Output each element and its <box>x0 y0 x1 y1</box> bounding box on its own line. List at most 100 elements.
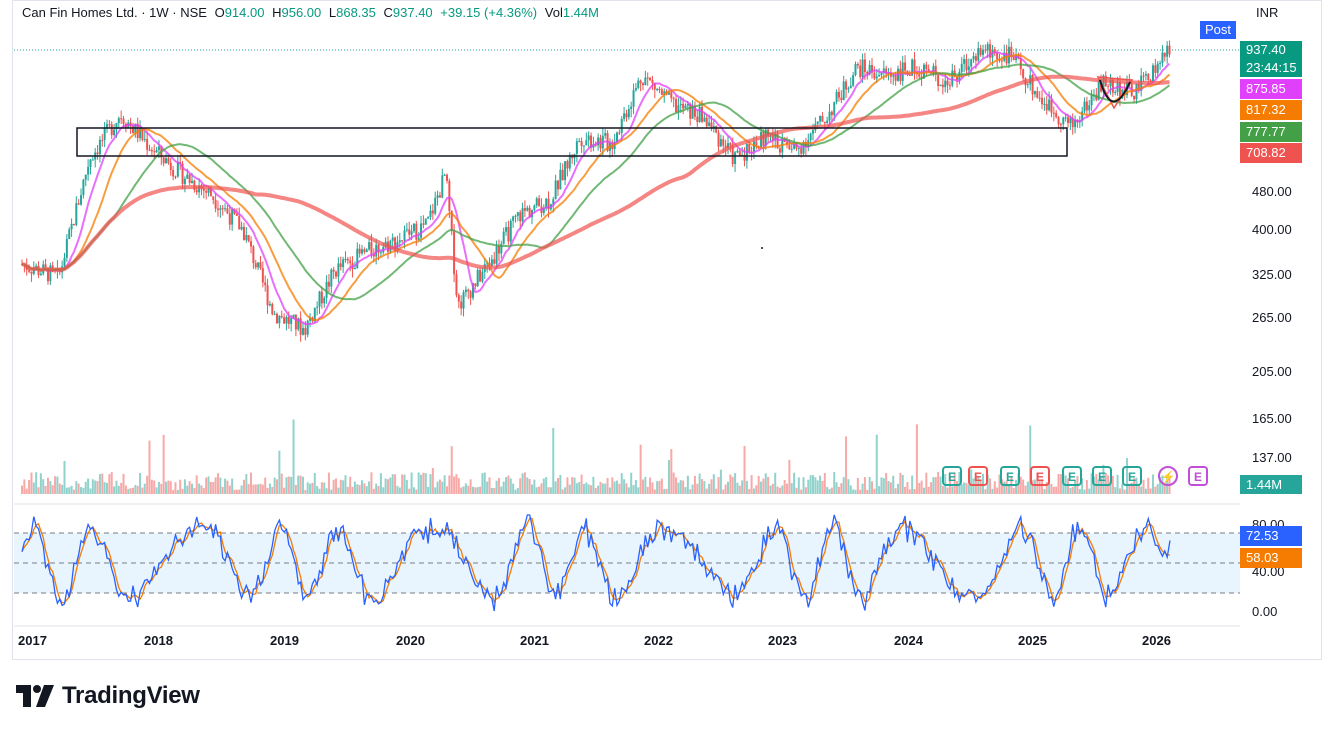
volume-bar <box>420 474 423 494</box>
candle-body <box>1114 91 1117 93</box>
candle-body <box>205 190 208 193</box>
volume-bar <box>637 487 640 494</box>
volume-bar <box>507 475 510 494</box>
candle-body <box>840 97 843 100</box>
volume-bar <box>871 481 874 494</box>
candle-body <box>1159 62 1162 64</box>
volume-bar <box>951 486 954 494</box>
candle-body <box>212 196 215 200</box>
candle-body <box>734 152 737 165</box>
candle-body <box>493 259 496 264</box>
earnings-event-icon[interactable]: E <box>1188 466 1208 486</box>
candle-body <box>1163 52 1166 57</box>
candle-body <box>566 161 569 169</box>
candle-body <box>833 101 836 116</box>
volume-bar <box>906 482 909 494</box>
volume-bar <box>323 482 326 494</box>
candle-body <box>28 269 31 272</box>
volume-bar <box>363 483 366 494</box>
volume-bar <box>30 472 33 494</box>
candle-body <box>684 105 687 109</box>
post-badge[interactable]: Post <box>1200 21 1237 39</box>
candle-body <box>590 135 593 148</box>
volume-bar <box>932 477 935 494</box>
volume-bar <box>141 487 144 494</box>
volume-bar <box>72 489 75 494</box>
candle-body <box>242 226 245 241</box>
currency-selector[interactable]: INR <box>1256 5 1279 20</box>
volume-bar <box>493 488 496 494</box>
volume-bar <box>129 488 132 494</box>
volume-bar <box>405 479 408 494</box>
symbol-title[interactable]: Can Fin Homes Ltd. · 1W · NSE <box>22 5 207 20</box>
volume-bar <box>254 484 257 494</box>
candle-body <box>143 138 146 140</box>
candle-body <box>330 269 333 287</box>
candle-body <box>167 158 170 163</box>
volume-bar <box>349 476 352 494</box>
earnings-event-icon[interactable]: E <box>942 466 962 486</box>
candle-body <box>316 306 319 308</box>
split-event-icon[interactable]: ⚡ <box>1158 466 1178 486</box>
volume-bar <box>892 475 895 494</box>
candle-body <box>1156 63 1159 73</box>
candle-body <box>538 198 541 207</box>
candle-body <box>467 289 470 292</box>
volume-bar <box>1015 479 1018 494</box>
volume-bar <box>87 478 90 494</box>
volume-bar <box>918 482 921 494</box>
volume-bar <box>641 479 644 494</box>
candle-body <box>623 113 626 120</box>
earnings-event-icon[interactable]: E <box>1092 466 1112 486</box>
volume-bar <box>901 474 904 494</box>
volume-bar <box>200 485 203 494</box>
volume-bar <box>108 474 111 494</box>
volume-value: 1.44M <box>562 5 599 20</box>
earnings-event-icon[interactable]: E <box>1000 466 1020 486</box>
volume-bar <box>278 450 281 494</box>
candle-body <box>219 208 222 210</box>
volume-bar <box>904 486 907 494</box>
volume-bar <box>54 476 57 494</box>
earnings-event-icon[interactable]: E <box>1030 466 1050 486</box>
volume-bar <box>412 487 415 494</box>
volume-bar <box>167 480 170 494</box>
candle-body <box>547 198 550 210</box>
y-tick: 325.00 <box>1252 267 1292 282</box>
candle-body <box>226 208 229 214</box>
candle-body <box>252 246 255 264</box>
candle-body <box>842 81 845 100</box>
volume-bar <box>623 479 626 494</box>
tradingview-logo[interactable]: TradingView <box>16 681 200 711</box>
earnings-event-icon[interactable]: E <box>968 466 988 486</box>
candle-body <box>191 180 194 183</box>
candle-body <box>301 327 304 335</box>
volume-bar <box>712 474 715 494</box>
candle-body <box>110 124 113 136</box>
volume-bar <box>646 486 649 494</box>
volume-bar <box>847 479 850 494</box>
volume-bar <box>915 424 918 494</box>
volume-bar <box>927 486 930 494</box>
candle-body <box>1010 46 1013 58</box>
volume-bar <box>325 488 328 494</box>
volume-bar <box>552 427 555 494</box>
candle-body <box>722 139 725 146</box>
volume-bar <box>667 460 670 494</box>
candle-body <box>377 244 380 253</box>
earnings-event-icon[interactable]: E <box>1062 466 1082 486</box>
volume-bar <box>169 481 172 494</box>
candle-body <box>542 207 545 214</box>
volume-bar <box>526 477 529 494</box>
volume-bar <box>783 480 786 494</box>
volume-bar <box>32 482 35 494</box>
candle-body <box>871 64 874 73</box>
candle-body <box>819 115 822 122</box>
volume-bar <box>469 479 472 494</box>
volume-bar <box>821 480 824 494</box>
candle-body <box>649 77 652 81</box>
earnings-event-icon[interactable]: E <box>1122 466 1142 486</box>
volume-bar <box>408 488 411 494</box>
candle-body <box>1074 119 1077 128</box>
